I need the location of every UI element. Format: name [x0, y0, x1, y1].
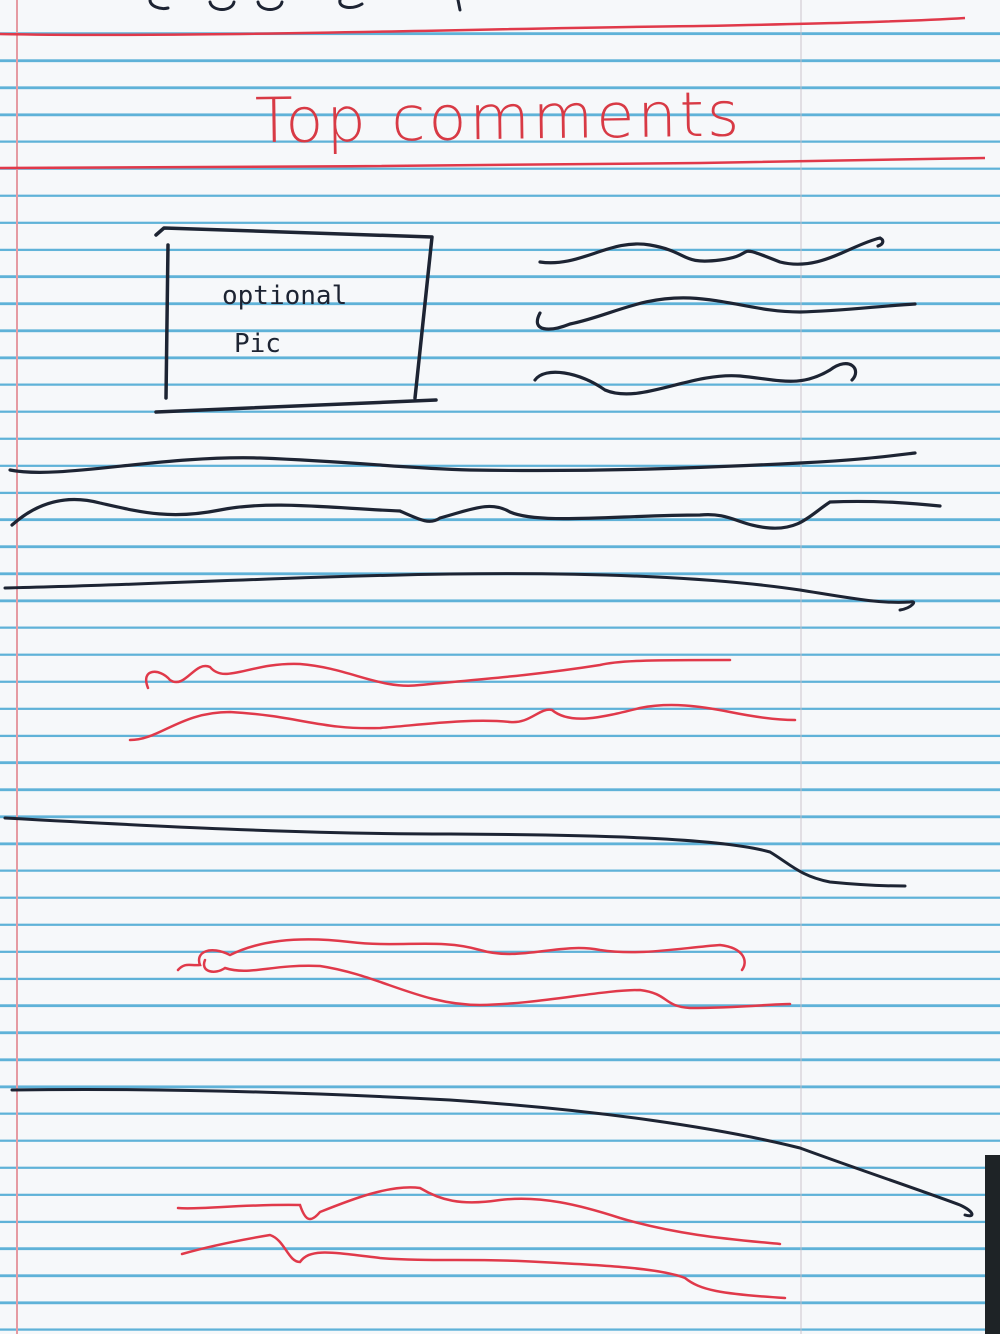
reply-text-line	[128, 703, 797, 742]
reply-text-line	[176, 938, 746, 972]
comment-divider	[10, 1087, 974, 1218]
reply-text-line	[180, 1233, 787, 1300]
reply-text-line	[176, 1186, 782, 1246]
comment-meta-line	[538, 236, 885, 266]
paper-background-edge	[985, 1155, 1000, 1334]
comment-divider	[3, 816, 907, 888]
paper-margin-line	[800, 0, 802, 1334]
comment-body-line	[10, 497, 942, 530]
optional-pic-label-line1: optional	[222, 281, 348, 311]
previous-heading-scribble	[148, 0, 462, 12]
comment-meta-line	[535, 296, 917, 331]
optional-pic-label: optional Pic	[222, 272, 402, 368]
reply-text-line	[202, 958, 792, 1010]
comment-divider	[3, 572, 916, 612]
title-underline	[0, 156, 986, 170]
comment-body-line	[8, 451, 917, 474]
optional-pic-label-line2: Pic	[234, 329, 281, 359]
header-divider-top	[0, 16, 966, 37]
comment-meta-line	[533, 362, 858, 396]
page-title: Top comments	[254, 77, 743, 158]
optional-pic-placeholder	[154, 226, 438, 414]
reply-text-line	[144, 658, 732, 690]
